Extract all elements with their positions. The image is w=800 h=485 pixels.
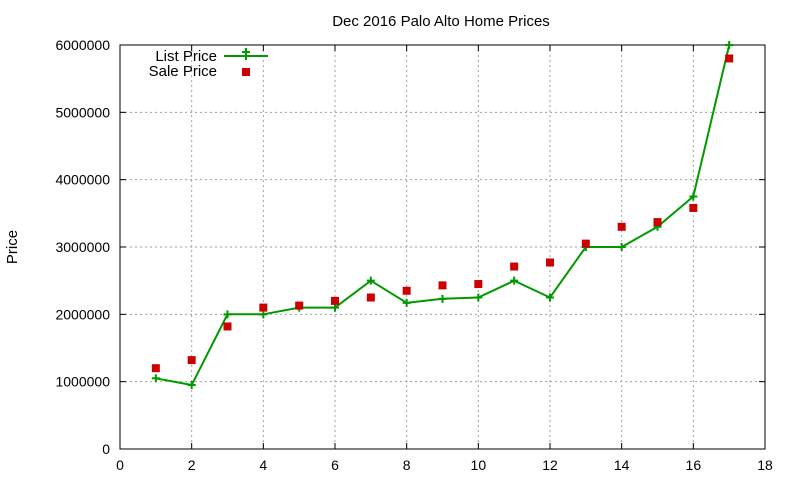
x-tick-label: 0 — [116, 457, 124, 473]
list-price-point — [689, 192, 698, 201]
series-line-list-price — [155, 44, 731, 387]
list-price-point — [366, 276, 375, 285]
list-price-point — [546, 293, 554, 302]
y-tick-label: 6000000 — [55, 37, 110, 53]
x-tick-label: 12 — [542, 457, 558, 473]
sale-price-point — [689, 203, 698, 212]
legend-label-sale-price: Sale Price — [149, 63, 217, 80]
x-tick-label: 10 — [471, 457, 487, 473]
legend-swatch-sale-price — [242, 68, 250, 76]
ticks-layer: 0 1000000 2000000 3000000 4000000 5000000 6000… — [55, 37, 773, 473]
sale-price-point — [366, 293, 375, 302]
legend-plus-marker — [242, 48, 250, 60]
y-tick-label: 0 — [102, 441, 110, 457]
legend: List Price Sale Price — [149, 48, 268, 80]
sale-price-point — [295, 301, 304, 310]
x-tick-label: 14 — [614, 457, 630, 473]
chart-title: Dec 2016 Palo Alto Home Prices — [332, 13, 550, 30]
list-price-point — [151, 374, 160, 383]
sale-price-point — [187, 356, 196, 365]
y-tick-label: 3000000 — [55, 239, 110, 255]
x-tick-label: 18 — [757, 457, 773, 473]
sale-price-point — [331, 296, 339, 305]
sale-price-point — [438, 281, 447, 290]
y-tick-label: 5000000 — [55, 104, 110, 120]
list-price-point — [223, 310, 232, 319]
list-price-point — [331, 303, 339, 312]
sale-price-point — [546, 258, 554, 267]
sale-price-point — [581, 239, 590, 248]
sale-price-point — [151, 364, 160, 373]
sale-price-point — [617, 222, 626, 231]
x-tick-label: 16 — [686, 457, 702, 473]
x-tick-label: 8 — [403, 457, 411, 473]
y-tick-label: 1000000 — [55, 374, 110, 390]
x-tick-label: 4 — [259, 457, 267, 473]
sale-price-point — [402, 286, 411, 295]
y-tick-label: 4000000 — [55, 172, 110, 188]
x-tick-label: 6 — [331, 457, 339, 473]
x-tick-label: 2 — [188, 457, 196, 473]
list-price-point — [617, 243, 626, 251]
list-price-point — [474, 293, 483, 302]
y-axis-label: Price — [4, 230, 21, 264]
list-price-point — [259, 310, 268, 319]
legend-label-list-price: List Price — [155, 48, 217, 65]
list-price-point — [510, 276, 519, 285]
grid-layer — [120, 45, 765, 449]
list-price-point — [725, 41, 734, 49]
list-price-point — [438, 294, 447, 303]
sale-price-point — [474, 280, 483, 289]
series-layer — [151, 41, 734, 390]
sale-price-point — [223, 322, 232, 331]
sale-price-point — [259, 303, 268, 312]
y-tick-label: 2000000 — [55, 306, 110, 322]
sale-price-point — [653, 218, 662, 227]
list-price-point — [402, 298, 411, 307]
list-price-point — [187, 381, 196, 390]
sale-price-point — [510, 262, 519, 271]
sale-price-point — [725, 54, 734, 63]
